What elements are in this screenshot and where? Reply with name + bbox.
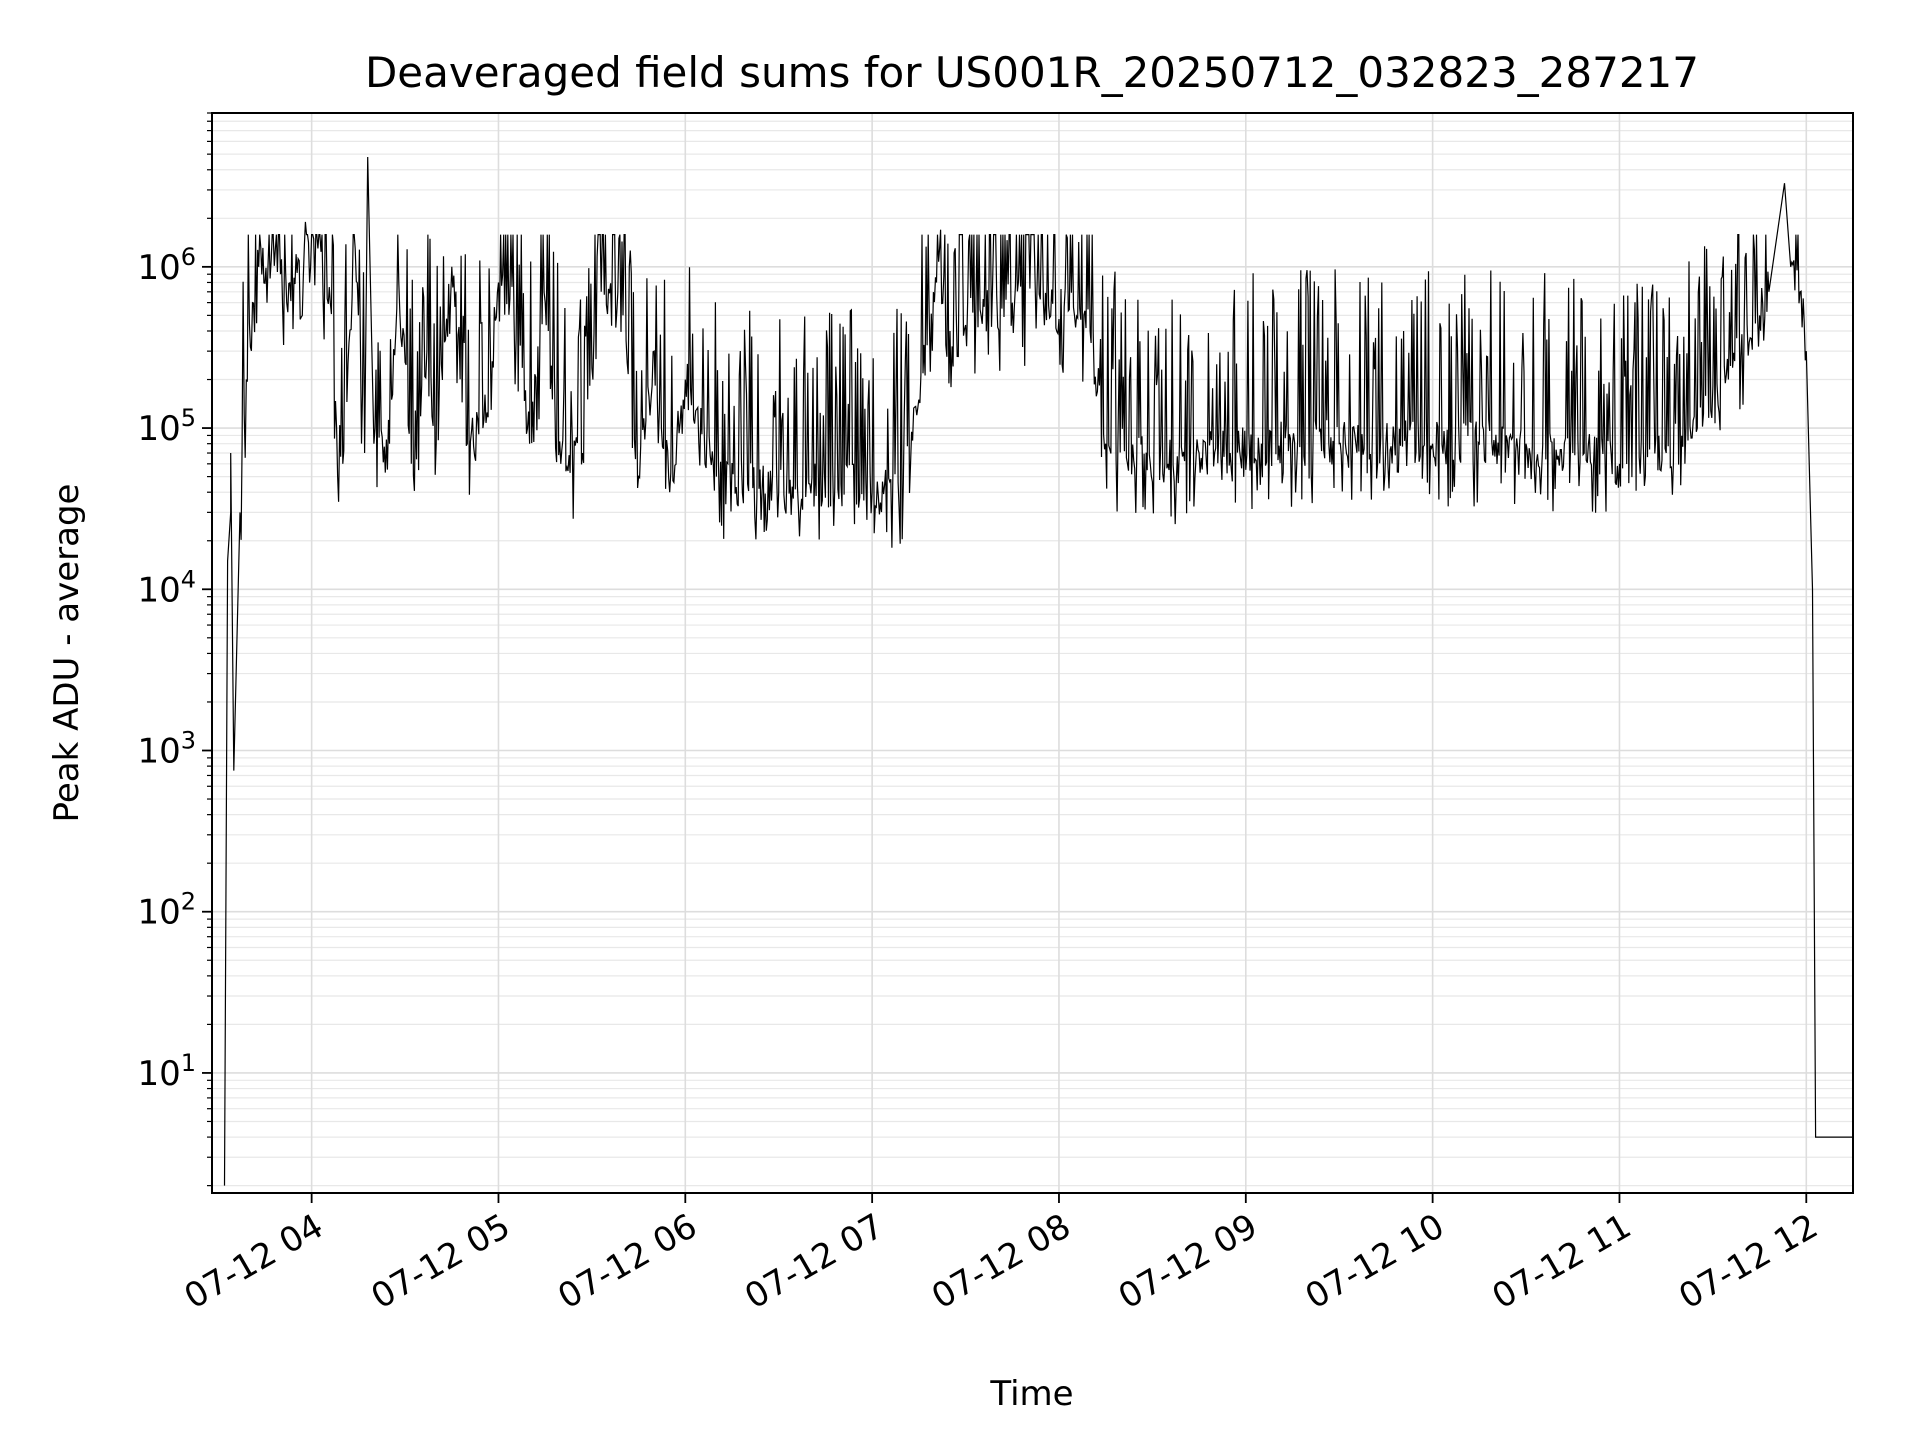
y-tick-label: 101 [137,1049,196,1094]
y-tick-label: 105 [137,404,196,449]
x-axis-label: Time [989,1374,1073,1414]
y-tick-label: 104 [137,565,196,610]
series-line [223,156,1853,1186]
data-layer [223,156,1853,1186]
y-tick-label: 106 [137,243,196,288]
y-tick-label: 102 [137,888,196,933]
y-axis-label: Peak ADU - average [47,484,87,823]
chart-title: Deaveraged field sums for US001R_2025071… [365,48,1699,97]
grid [212,112,1853,1193]
y-tick-label: 103 [137,726,196,771]
